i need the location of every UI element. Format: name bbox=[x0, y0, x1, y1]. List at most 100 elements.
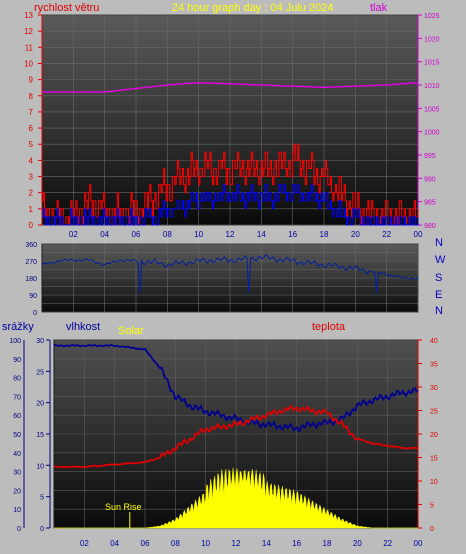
chart-title: 24 hour graph day : 04 Julu 2024 bbox=[172, 2, 333, 14]
humidity-tick-label: 10 bbox=[36, 463, 44, 470]
compass-label: W bbox=[435, 254, 446, 266]
wind-average-line bbox=[42, 184, 419, 226]
time-tick-label: 20 bbox=[351, 230, 360, 239]
direction-tick-label: 90 bbox=[29, 293, 37, 300]
wind-tick-label: 4 bbox=[29, 156, 34, 165]
wind-tick-label: 12 bbox=[24, 27, 33, 36]
humidity-time-tick-label: 20 bbox=[353, 539, 362, 548]
humidity-tick-label: 25 bbox=[36, 369, 44, 376]
temperature-tick-label: 10 bbox=[430, 479, 438, 486]
rain-tick-label: 40 bbox=[13, 451, 21, 458]
time-tick-label: 06 bbox=[132, 230, 141, 239]
direction-tick-label: 360 bbox=[25, 242, 37, 249]
wind-direction-series bbox=[41, 253, 419, 294]
humidity-tick-label: 30 bbox=[36, 338, 44, 345]
time-tick-label: 18 bbox=[320, 230, 329, 239]
humidity-time-tick-label: 18 bbox=[323, 539, 332, 548]
humidity-time-tick-label: 00 bbox=[414, 539, 423, 548]
wind-tick-label: 0 bbox=[29, 221, 34, 230]
humidity-temp-series bbox=[53, 343, 419, 529]
time-tick-label: 22 bbox=[382, 230, 391, 239]
solar-area bbox=[54, 467, 418, 529]
humidity-time-tick-label: 06 bbox=[141, 539, 150, 548]
rain-tick-label: 10 bbox=[13, 507, 21, 514]
temperature-tick-label: 5 bbox=[430, 503, 434, 510]
humidity-time-tick-label: 14 bbox=[262, 539, 271, 548]
rain-tick-label: 90 bbox=[13, 357, 21, 364]
time-tick-label: 00 bbox=[414, 230, 423, 239]
humidity-time-tick-label: 12 bbox=[232, 539, 241, 548]
humidity-tick-label: 15 bbox=[36, 432, 44, 439]
pressure-tick-label: 1000 bbox=[424, 130, 440, 137]
rain-tick-label: 60 bbox=[13, 413, 21, 420]
temperature-tick-label: 20 bbox=[430, 432, 438, 439]
wind-axis-title: rychlost větru bbox=[34, 2, 99, 14]
rain-tick-label: 30 bbox=[13, 470, 21, 477]
time-tick-label: 12 bbox=[226, 230, 235, 239]
wind-pressure-gridlines bbox=[42, 14, 419, 226]
temperature-axis: 0 5 10 15 20 25 30 35 40 bbox=[417, 338, 438, 533]
temperature-line bbox=[53, 404, 419, 469]
time-tick-label: 10 bbox=[194, 230, 203, 239]
humidity-time-tick-label: 02 bbox=[80, 539, 89, 548]
temperature-axis-title: teplota bbox=[312, 321, 346, 333]
pressure-tick-label: 1020 bbox=[424, 36, 440, 43]
temperature-tick-label: 30 bbox=[430, 385, 438, 392]
time-tick-label: 14 bbox=[257, 230, 266, 239]
humidity-time-tick-label: 08 bbox=[171, 539, 180, 548]
direction-tick-label: 0 bbox=[33, 310, 37, 317]
wind-tick-label: 2 bbox=[29, 189, 34, 198]
humidity-tick-label: 20 bbox=[36, 401, 44, 408]
wind-time-axis: 02 04 06 08 10 12 14 16 18 20 22 00 bbox=[69, 230, 423, 239]
rain-tick-label: 80 bbox=[13, 376, 21, 383]
humidity-time-axis: 02 04 06 08 10 12 14 16 18 20 22 00 bbox=[80, 539, 423, 548]
compass-label: E bbox=[435, 289, 442, 301]
humidity-time-tick-label: 04 bbox=[110, 539, 119, 548]
temperature-tick-label: 35 bbox=[430, 362, 438, 369]
wind-gust-line bbox=[42, 143, 419, 226]
wind-tick-label: 1 bbox=[29, 205, 34, 214]
wind-direction-axis: 0 90 180 270 360 bbox=[25, 242, 37, 317]
wind-tick-label: 5 bbox=[29, 140, 34, 149]
pressure-tick-label: 1025 bbox=[424, 13, 440, 20]
sunrise-label: Sun Rise bbox=[105, 502, 142, 512]
temperature-tick-label: 40 bbox=[430, 338, 438, 345]
pressure-tick-label: 1010 bbox=[424, 83, 440, 90]
pressure-tick-label: 990 bbox=[424, 176, 436, 183]
wind-tick-label: 7 bbox=[29, 108, 34, 117]
temperature-tick-label: 25 bbox=[430, 409, 438, 416]
pressure-tick-label: 1015 bbox=[424, 60, 440, 67]
pressure-tick-label: 995 bbox=[424, 153, 436, 160]
wind-tick-label: 3 bbox=[29, 173, 34, 182]
compass-label: N bbox=[435, 237, 443, 249]
humidity-time-tick-label: 10 bbox=[201, 539, 210, 548]
direction-tick-label: 270 bbox=[25, 259, 37, 266]
wind-tick-label: 13 bbox=[24, 11, 33, 20]
wind-direction-gridlines bbox=[42, 243, 419, 313]
wind-tick-label: 6 bbox=[29, 124, 34, 133]
temperature-tick-label: 15 bbox=[430, 456, 438, 463]
direction-tick-label: 180 bbox=[25, 276, 37, 283]
compass-label: S bbox=[435, 272, 442, 284]
wind-tick-label: 10 bbox=[24, 59, 33, 68]
wind-pressure-series bbox=[42, 81, 419, 226]
pressure-axis: 980 985 990 995 1000 1005 1010 1015 1020 1025 bbox=[417, 13, 440, 230]
humidity-temp-gridlines bbox=[54, 339, 419, 529]
wind-tick-label: 11 bbox=[25, 43, 34, 52]
rain-tick-label: 20 bbox=[13, 488, 21, 495]
temperature-tick-label: 0 bbox=[430, 526, 434, 533]
humidity-tick-label: 5 bbox=[40, 495, 44, 502]
rain-tick-label: 0 bbox=[17, 526, 21, 533]
humidity-tick-label: 0 bbox=[40, 526, 44, 533]
rain-tick-label: 100 bbox=[9, 338, 21, 345]
wind-tick-label: 8 bbox=[29, 92, 34, 101]
time-tick-label: 02 bbox=[69, 230, 78, 239]
rain-axis-title: srážky bbox=[2, 321, 34, 333]
humidity-axis: 0 5 10 15 20 25 30 bbox=[36, 338, 51, 533]
pressure-tick-label: 1005 bbox=[424, 106, 440, 113]
humidity-axis-title: vlhkost bbox=[66, 321, 100, 333]
humidity-line bbox=[53, 343, 419, 433]
